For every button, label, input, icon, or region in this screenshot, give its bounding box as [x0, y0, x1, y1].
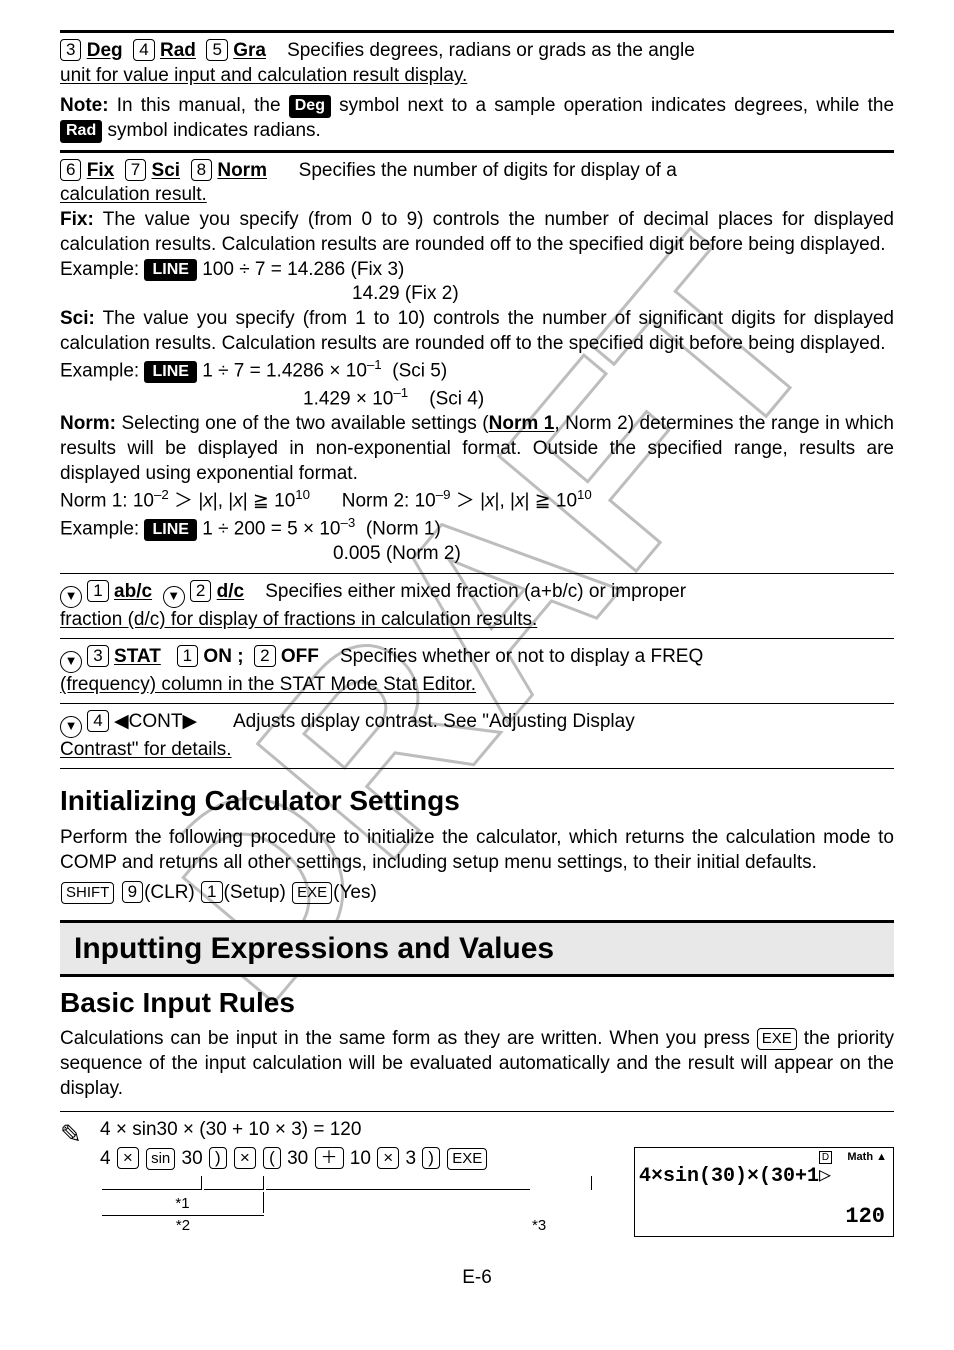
example-line: 1.429 × 10–1 (Sci 4) [60, 384, 894, 412]
example-line: Example: LINE 100 ÷ 7 = 14.286 (Fix 3) [60, 258, 894, 283]
heading-init: Initializing Calculator Settings [60, 783, 894, 819]
rule [60, 703, 894, 704]
key-2: 2 [190, 580, 211, 602]
screen-result: 120 [845, 1199, 893, 1234]
rad-badge: Rad [60, 120, 102, 143]
plus-key: ＋ [315, 1147, 344, 1169]
down-key: ▼ [163, 586, 185, 608]
fix-para: Fix: The value you specify (from 0 to 9)… [60, 208, 894, 257]
para-stat: ▼ 3 STAT 1 ON ; 2 OFF Specifies whether … [60, 645, 894, 672]
line-badge: LINE [144, 361, 196, 384]
key-8: 8 [191, 159, 212, 181]
key-7: 7 [125, 159, 146, 181]
worked-example: ✎ 4 × sin30 × (30 + 10 × 3) = 120 4 × si… [60, 1118, 894, 1237]
rule [60, 150, 894, 153]
key-sequence: SHIFT 9(CLR) 1(Setup) EXE(Yes) [60, 881, 894, 906]
para-cont: ▼ 4 ◀CONT▶ Adjusts display contrast. See… [60, 710, 894, 737]
down-key: ▼ [60, 651, 82, 673]
para: unit for value input and calculation res… [60, 64, 894, 89]
example-line: Example: LINE 1 ÷ 7 = 1.4286 × 10–1 (Sci… [60, 356, 894, 384]
init-para: Perform the following procedure to initi… [60, 826, 894, 875]
para-fix-sci-norm: 6 Fix 7 Sci 8 Norm Specifies the number … [60, 159, 894, 184]
down-key: ▼ [60, 716, 82, 738]
norm-range: Norm 1: 10–2 ＞ |x|, |x| ≧ 1010 Norm 2: 1… [60, 486, 894, 514]
key-5: 5 [206, 39, 227, 61]
heading-basic: Basic Input Rules [60, 985, 894, 1021]
down-key: ▼ [60, 586, 82, 608]
screen-expression: 4×sin(30)×(30+1▷ [635, 1164, 893, 1190]
rule [60, 768, 894, 769]
close-paren-key: ) [422, 1147, 440, 1169]
mult-key: × [234, 1147, 256, 1169]
exe-key: EXE [757, 1028, 797, 1050]
annotation-brackets: *1 *2 *3 [100, 1174, 626, 1238]
calculator-screen: D Math ▲ 4×sin(30)×(30+1▷ 120 [634, 1147, 894, 1237]
key-3: 3 [87, 645, 108, 667]
shift-key: SHIFT [61, 882, 114, 904]
example-line: 0.005 (Norm 2) [60, 542, 894, 567]
para: calculation result. [60, 183, 894, 208]
note-para: Note: In this manual, the Deg symbol nex… [60, 94, 894, 143]
rule [60, 30, 894, 33]
rule [60, 573, 894, 574]
key-1: 1 [87, 580, 108, 602]
section-banner: Inputting Expressions and Values [60, 920, 894, 977]
para: Contrast" for details. [60, 738, 894, 763]
line-badge: LINE [144, 519, 196, 542]
key-1: 1 [201, 881, 222, 903]
mult-key: × [117, 1147, 139, 1169]
key-9: 9 [122, 881, 143, 903]
page-number: E-6 [60, 1266, 894, 1291]
example-line: Example: LINE 1 ÷ 200 = 5 × 10–3 (Norm 1… [60, 514, 894, 542]
close-paren-key: ) [209, 1147, 227, 1169]
key-4: 4 [87, 710, 108, 732]
key-2: 2 [254, 645, 275, 667]
sci-para: Sci: The value you specify (from 1 to 10… [60, 307, 894, 356]
key-6: 6 [60, 159, 81, 181]
basic-para: Calculations can be input in the same fo… [60, 1027, 894, 1101]
example-expr: 4 × sin30 × (30 + 10 × 3) = 120 [100, 1118, 894, 1143]
exe-key: EXE [447, 1148, 487, 1170]
para-deg-rad-gra: 3 Deg 4 Rad 5 Gra Specifies degrees, rad… [60, 39, 894, 64]
key-3: 3 [60, 39, 81, 61]
norm-para: Norm: Selecting one of the two available… [60, 412, 894, 486]
deg-badge: Deg [289, 95, 331, 118]
example-line: 14.29 (Fix 2) [60, 282, 894, 307]
rule [60, 1111, 894, 1112]
para-abc-dc: ▼ 1 ab/c ▼ 2 d/c Specifies either mixed … [60, 580, 894, 607]
rule [60, 638, 894, 639]
mult-key: × [377, 1147, 399, 1169]
key-4: 4 [133, 39, 154, 61]
screen-indicators: D Math ▲ [635, 1148, 893, 1164]
open-paren-key: ( [263, 1147, 281, 1169]
para: (frequency) column in the STAT Mode Stat… [60, 673, 894, 698]
exe-key: EXE [292, 882, 332, 904]
key-sequence: 4 × sin 30 ) × ( 30 ＋ 10 × 3 ) EXE [100, 1147, 626, 1172]
para: fraction (d/c) for display of fractions … [60, 608, 894, 633]
line-badge: LINE [144, 259, 196, 282]
key-1: 1 [177, 645, 198, 667]
pencil-icon: ✎ [60, 1118, 82, 1152]
sin-key: sin [146, 1148, 175, 1170]
